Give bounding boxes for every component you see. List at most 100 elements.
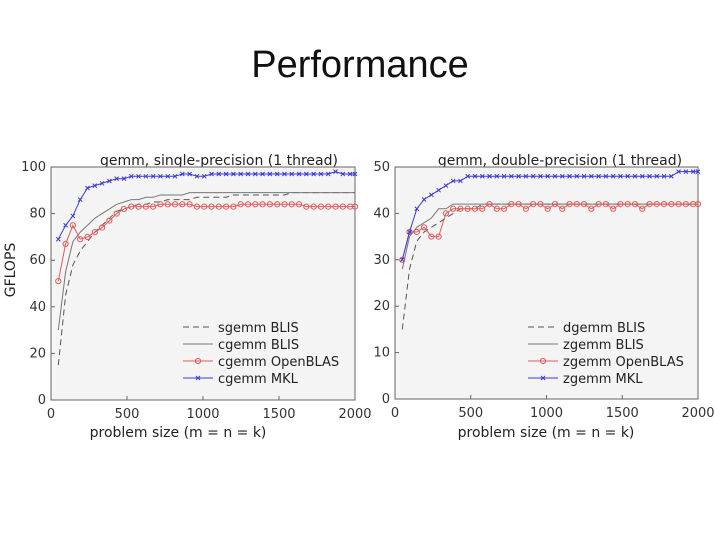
data-point	[552, 173, 558, 179]
data-point	[121, 176, 127, 182]
data-point	[231, 171, 236, 177]
y-tick-label: 80	[29, 207, 46, 222]
data-point	[179, 201, 186, 208]
data-point	[158, 173, 163, 179]
x-tick-label: 1500	[606, 406, 639, 421]
data-point	[653, 201, 660, 208]
data-point	[77, 197, 83, 202]
data-point	[259, 201, 266, 208]
y-tick-label: 30	[373, 253, 390, 268]
chart-title: gemm, single-precision (1 thread)	[100, 153, 338, 169]
data-point	[500, 205, 508, 212]
data-point	[194, 173, 200, 179]
y-tick-label: 100	[21, 160, 46, 175]
data-point	[660, 201, 668, 208]
data-point	[646, 201, 653, 208]
data-point	[244, 201, 252, 208]
data-point	[559, 173, 565, 179]
legend-entry: dgemm BLIS	[563, 321, 645, 336]
data-point	[567, 173, 572, 179]
data-point	[172, 173, 178, 179]
data-point	[487, 173, 492, 179]
data-point	[267, 171, 273, 177]
data-point	[545, 173, 551, 179]
data-point	[303, 203, 310, 210]
data-point	[407, 229, 412, 235]
data-point	[296, 171, 302, 177]
data-point	[464, 205, 471, 212]
data-point	[157, 201, 164, 208]
data-point	[695, 169, 701, 174]
data-point	[187, 171, 192, 177]
data-point	[566, 201, 573, 208]
data-point	[435, 233, 442, 240]
data-point	[472, 173, 478, 179]
data-point	[120, 205, 128, 213]
x-tick-label: 1500	[262, 407, 295, 422]
data-point	[266, 201, 273, 208]
data-point	[588, 173, 594, 179]
data-point	[493, 205, 500, 212]
data-point	[530, 173, 536, 179]
data-point	[179, 171, 185, 177]
data-point	[530, 201, 537, 208]
data-point	[332, 203, 339, 210]
data-point	[639, 173, 645, 179]
x-tick-label: 2000	[681, 406, 714, 421]
data-point	[165, 173, 171, 179]
data-point	[573, 201, 580, 208]
data-point	[216, 171, 222, 177]
data-point	[682, 201, 689, 208]
chart-single-precision: gemm, single-precision (1 thread) proble…	[3, 153, 372, 441]
series-line	[401, 203, 698, 330]
data-point	[150, 173, 156, 179]
data-point	[99, 180, 105, 186]
data-point	[595, 201, 602, 208]
legend-entry: cgemm BLIS	[218, 338, 299, 353]
data-point	[420, 224, 428, 231]
series-line	[57, 192, 355, 331]
data-point	[209, 171, 214, 177]
data-point	[77, 236, 84, 243]
legend-entry: zgemm BLIS	[563, 338, 644, 353]
data-point	[333, 169, 338, 175]
data-point	[208, 203, 215, 210]
y-axis-label: GFLOPS	[3, 243, 19, 298]
data-point	[85, 185, 90, 191]
data-point	[288, 201, 295, 208]
y-tick-label: 0	[382, 392, 390, 407]
data-point	[317, 203, 325, 210]
data-point	[201, 203, 208, 210]
data-point	[237, 201, 244, 208]
data-point	[340, 171, 346, 177]
data-point	[522, 205, 529, 212]
data-point	[618, 173, 623, 179]
data-point	[515, 201, 522, 208]
data-point	[128, 173, 134, 179]
data-point	[647, 173, 652, 179]
x-tick-label: 500	[115, 407, 140, 422]
data-point	[406, 228, 413, 236]
y-tick-label: 20	[373, 299, 390, 314]
data-point	[508, 201, 515, 208]
data-point	[675, 201, 682, 208]
slide-title: Performance	[251, 44, 469, 86]
y-tick-label: 40	[29, 300, 46, 315]
data-point	[436, 187, 441, 193]
data-point	[596, 173, 601, 179]
x-tick-label: 500	[458, 406, 483, 421]
data-point	[414, 206, 420, 212]
data-point	[128, 203, 135, 210]
data-point	[274, 171, 280, 177]
data-point	[186, 201, 193, 208]
data-point	[304, 171, 309, 177]
data-point	[537, 201, 544, 208]
data-point	[142, 203, 149, 210]
data-point	[98, 224, 106, 231]
data-point	[295, 201, 303, 208]
data-point	[617, 201, 624, 208]
data-point	[310, 203, 317, 210]
data-point	[260, 171, 265, 177]
data-point	[580, 201, 588, 208]
